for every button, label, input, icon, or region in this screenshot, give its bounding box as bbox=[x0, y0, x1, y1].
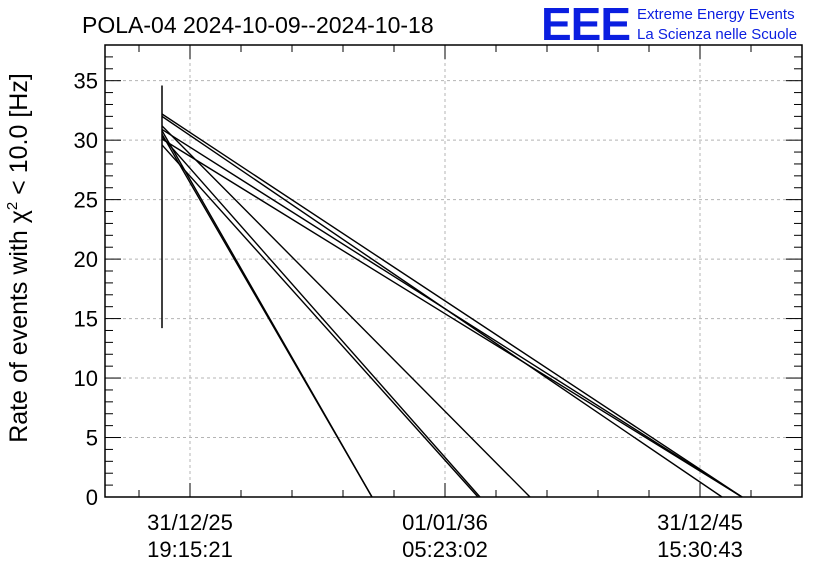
y-tick-label: 5 bbox=[86, 426, 98, 451]
series-line bbox=[161, 113, 743, 498]
eee-logo: EEE Extreme Energy Events La Scienza nel… bbox=[541, 0, 797, 50]
y-tick-label: 10 bbox=[74, 366, 98, 391]
x-tick-label-date: 31/12/45 bbox=[657, 510, 743, 535]
series-line bbox=[161, 144, 479, 498]
logo-line-2: La Scienza nelle Scuole bbox=[637, 26, 797, 43]
series-line bbox=[161, 125, 531, 498]
series-line bbox=[161, 138, 743, 498]
series-line bbox=[161, 128, 743, 498]
logo-line-1: Extreme Energy Events bbox=[637, 6, 795, 23]
data-series bbox=[161, 85, 743, 498]
minor-ticks bbox=[105, 44, 803, 498]
y-axis-label-superscript: 2 bbox=[4, 202, 21, 210]
series-line bbox=[161, 136, 481, 498]
y-tick-label: 35 bbox=[74, 69, 98, 94]
x-tick-label-date: 01/01/36 bbox=[402, 510, 488, 535]
y-tick-label: 25 bbox=[74, 188, 98, 213]
y-axis-label-rest: < 10.0 [Hz] bbox=[5, 73, 33, 202]
y-axis-label: Rate of events with χ2 < 10.0 [Hz] bbox=[4, 73, 33, 443]
y-tick-label: 0 bbox=[86, 485, 98, 510]
y-tick-label: 15 bbox=[74, 307, 98, 332]
chart-title: POLA-04 2024-10-09--2024-10-18 bbox=[82, 12, 434, 38]
y-tick-label: 30 bbox=[74, 128, 98, 153]
y-tick-label: 20 bbox=[74, 247, 98, 272]
x-tick-label-time: 19:15:21 bbox=[147, 537, 233, 562]
series-line bbox=[161, 133, 373, 498]
x-tick-label-date: 31/12/25 bbox=[147, 510, 233, 535]
y-tick-labels: 0 5 10 15 20 25 30 35 bbox=[74, 69, 98, 510]
logo-letters: EEE bbox=[541, 0, 630, 50]
x-tick-label-time: 05:23:02 bbox=[402, 537, 488, 562]
x-tick-label-time: 15:30:43 bbox=[657, 537, 743, 562]
y-axis-label-main: Rate of events with χ bbox=[5, 210, 33, 443]
plot-frame bbox=[104, 44, 803, 498]
grid-lines bbox=[105, 45, 802, 497]
